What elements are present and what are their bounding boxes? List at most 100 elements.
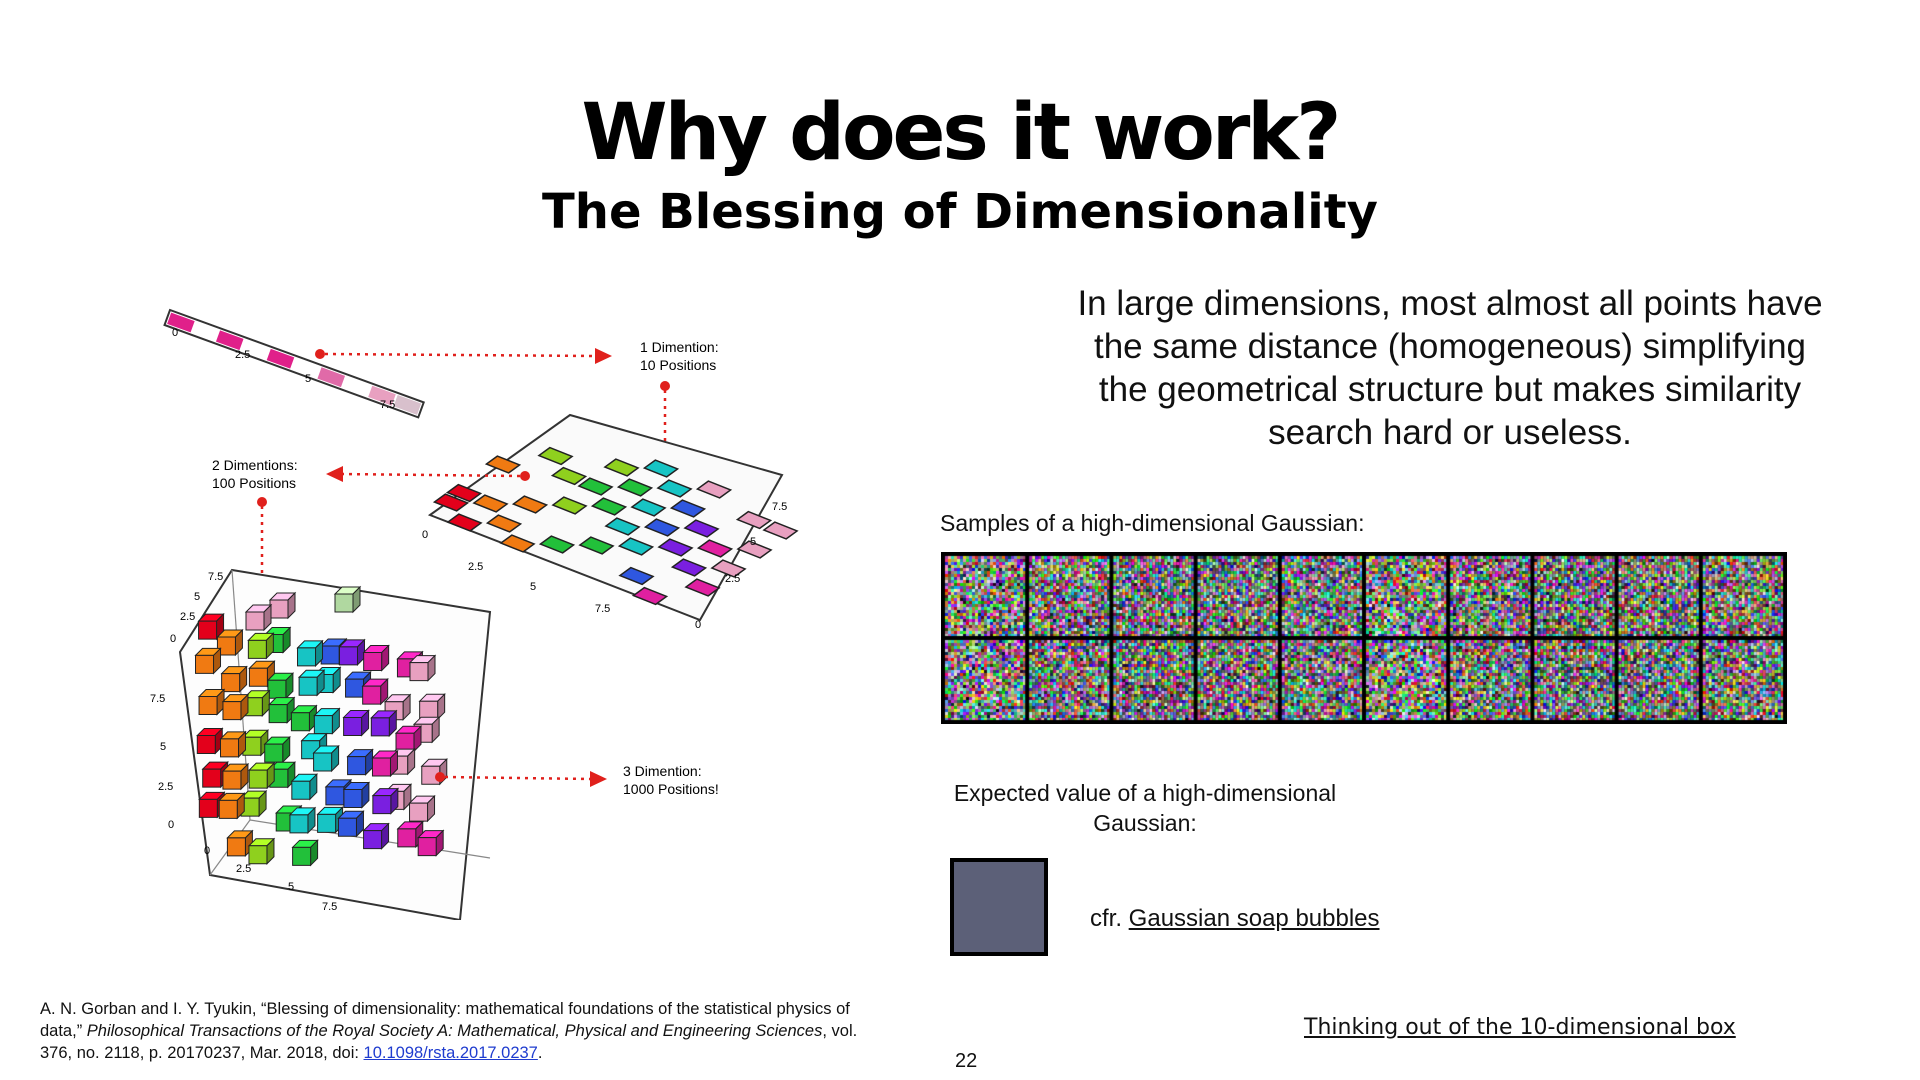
thinking-box-link[interactable]: Thinking out of the 10-dimensional box (1304, 1015, 1736, 1040)
tick-label: 5 (160, 741, 166, 753)
tick-label: 2.5 (468, 561, 483, 573)
cube-position-block (362, 822, 390, 850)
cube-position-block (239, 789, 268, 818)
cube-position-block (197, 688, 226, 716)
cube-position-block (333, 585, 362, 614)
plane-position-square (695, 480, 733, 499)
plane-position-square (511, 495, 549, 514)
two-d-label-line2: 100 Positions (212, 475, 296, 491)
cube-position-block (221, 693, 250, 721)
plane-position-square (642, 459, 680, 478)
cube-position-block (220, 665, 248, 693)
slide-subtitle: The Blessing of Dimensionality (542, 184, 1378, 240)
one-d-label-line1: 1 Dimention: (640, 339, 719, 355)
cube-position-block (216, 628, 244, 657)
cube-position-block (346, 748, 374, 776)
plane-position-square (604, 517, 641, 536)
tick-label: 7.5 (380, 399, 395, 411)
plane-position-square (537, 446, 574, 466)
tick-label: 0 (168, 819, 174, 831)
cube-position-block (218, 792, 246, 820)
plane-position-square (590, 497, 628, 516)
cube-position-block (342, 781, 371, 809)
cube-position-block (219, 730, 247, 759)
samples-label: Samples of a high-dimensional Gaussian: (940, 510, 1365, 536)
plane-position-square (616, 478, 654, 497)
cube-position-block (370, 709, 398, 738)
cube-position-block (362, 644, 390, 672)
plane-position-square (762, 521, 799, 540)
cfr-prefix: cfr. (1090, 905, 1129, 932)
citation-doi-link[interactable]: 10.1098/rsta.2017.0237 (363, 1044, 538, 1062)
citation-authors-title: A. N. Gorban and I. Y. Tyukin, “Blessing… (40, 1000, 850, 1040)
two-d-arrow (326, 466, 530, 482)
tick-label: 0 (204, 845, 210, 857)
plane-position-square (669, 499, 707, 518)
two-d-plane (427, 413, 799, 622)
plane-position-square (446, 513, 483, 532)
tick-label: 5 (305, 373, 311, 385)
cube-position-block (342, 709, 370, 737)
cube-position-block (266, 672, 295, 700)
plane-position-square (710, 559, 747, 578)
cube-position-block (338, 638, 366, 667)
cube-position-block (361, 677, 389, 706)
two-d-label-line1: 2 Dimentions: (212, 457, 298, 473)
citation-details: , vol. 376, no. 2118, p. 20170237, Mar. … (40, 1022, 858, 1062)
cube-position-block (371, 749, 399, 778)
cfr-note: cfr. Gaussian soap bubbles (1090, 905, 1380, 933)
cube-position-block (241, 729, 270, 757)
tick-label: 5 (288, 881, 294, 893)
cube-position-block (297, 669, 326, 697)
cube-position-block (296, 639, 324, 668)
cube-position-block (394, 725, 423, 753)
tick-label: 7.5 (208, 571, 223, 583)
tick-label: 2.5 (180, 611, 195, 623)
cube-position-block (288, 806, 317, 835)
tick-label: 0 (172, 327, 178, 339)
three-d-cube (178, 568, 492, 920)
cube-position-block (416, 829, 445, 857)
dimensionality-figure: 0 2.5 5 7.5 1 Dimention: 10 Positions 0 … (150, 308, 799, 920)
tick-label: 7.5 (322, 901, 337, 913)
tick-label: 7.5 (150, 693, 165, 705)
cube-position-block (267, 696, 296, 724)
plane-position-square (538, 535, 576, 554)
slide-title: Why does it work? (581, 88, 1342, 178)
cube-position-block (290, 773, 319, 801)
plane-position-square (472, 494, 509, 513)
plane-position-square (735, 510, 773, 530)
page-number: 22 (955, 1050, 978, 1072)
cube-position-block (408, 654, 437, 682)
three-d-label-line1: 3 Dimention: (623, 763, 702, 779)
cube-position-block (247, 632, 275, 660)
plane-position-square (657, 538, 694, 557)
tick-label: 0 (422, 529, 428, 541)
gaussian-samples-grid (941, 552, 1787, 724)
gaussian-soap-bubbles-link[interactable]: Gaussian soap bubbles (1128, 905, 1380, 932)
citation: A. N. Gorban and I. Y. Tyukin, “Blessing… (40, 998, 880, 1064)
plane-position-square (445, 483, 483, 503)
tick-label: 2.5 (235, 349, 250, 361)
plane-position-square (485, 514, 523, 533)
cube-position-block (291, 839, 319, 867)
cube-position-block (244, 603, 273, 632)
cube-position-block (194, 647, 222, 675)
plane-position-square (696, 539, 734, 558)
tick-label: 7.5 (772, 501, 787, 513)
plane-position-square (630, 498, 667, 517)
plane-position-square (499, 534, 536, 553)
blessing-explanation: In large dimensions, most almost all poi… (1077, 284, 1823, 452)
plane-position-square (631, 586, 669, 606)
cube-position-block (196, 727, 224, 755)
cube-position-block (337, 810, 365, 838)
one-d-strip (163, 308, 425, 419)
plane-position-square (656, 479, 693, 498)
cube-position-block (247, 761, 276, 790)
plane-position-square (618, 566, 655, 586)
tick-label: 2.5 (725, 573, 740, 585)
cube-position-block (396, 820, 424, 849)
plane-position-square (683, 519, 720, 538)
plane-position-square (578, 536, 615, 555)
tick-label: 5 (194, 591, 200, 603)
